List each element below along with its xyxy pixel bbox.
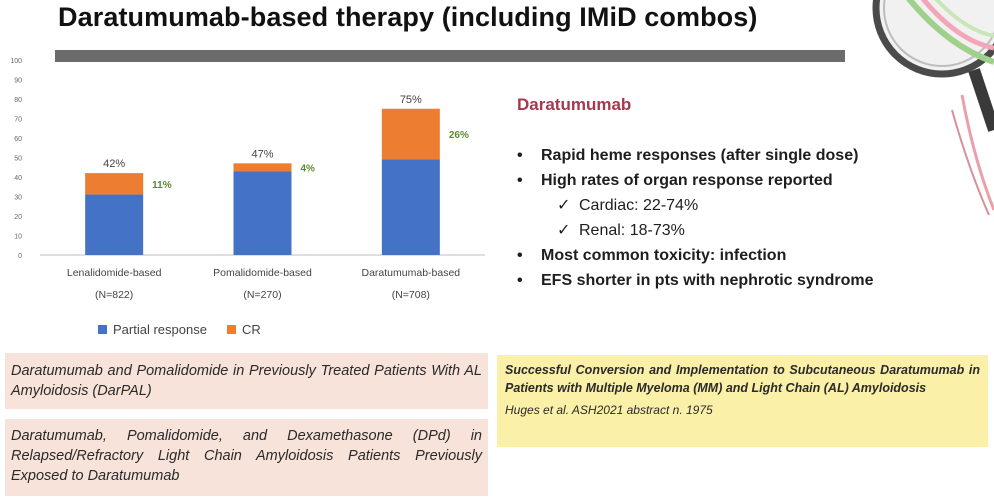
chart-legend: Partial response CR bbox=[98, 322, 261, 337]
bullet-item: • Rapid heme responses (after single dose… bbox=[517, 147, 859, 164]
y-tick-label: 70 bbox=[14, 117, 22, 124]
y-tick-label: 10 bbox=[14, 234, 22, 241]
x-tick-sublabel: (N=708) bbox=[392, 289, 430, 301]
x-tick-label: Daratumumab-based bbox=[362, 267, 461, 279]
y-tick-label: 100 bbox=[10, 58, 22, 65]
bar-partial-response bbox=[233, 171, 292, 255]
total-data-label: 75% bbox=[400, 94, 422, 106]
total-data-label: 42% bbox=[103, 158, 125, 170]
x-tick-sublabel: (N=270) bbox=[243, 289, 281, 301]
slide-title: Daratumumab-based therapy (including IMi… bbox=[58, 2, 758, 32]
y-tick-label: 50 bbox=[14, 156, 22, 163]
x-tick-label: Lenalidomide-based bbox=[67, 267, 162, 279]
reference-box-dpd: Daratumumab, Pomalidomide, and Dexametha… bbox=[5, 419, 488, 496]
bar-cr bbox=[381, 108, 440, 160]
title-underline-bar bbox=[55, 50, 845, 62]
panel-heading: Daratumumab bbox=[517, 95, 632, 114]
y-tick-label: 20 bbox=[14, 214, 22, 221]
bullet-item: • EFS shorter in pts with nephrotic syndr… bbox=[517, 272, 874, 289]
total-data-label: 47% bbox=[251, 148, 273, 160]
y-tick-label: 40 bbox=[14, 175, 22, 182]
reference-text: Successful Conversion and Implementation… bbox=[505, 363, 980, 395]
sub-bullet-item: ✓ Cardiac: 22-74% bbox=[557, 197, 699, 214]
response-bar-chart: 0 10 20 30 40 50 60 70 80 90 100 42% 11% Lenalidomide… bbox=[10, 58, 485, 301]
bar-cr bbox=[85, 173, 144, 195]
sub-bullet-item: ✓ Renal: 18-73% bbox=[557, 222, 685, 239]
legend-label-cr: CR bbox=[241, 322, 261, 337]
bar-partial-response bbox=[85, 194, 144, 255]
check-icon: ✓ bbox=[557, 197, 571, 214]
x-tick-sublabel: (N=822) bbox=[95, 289, 133, 301]
y-tick-label: 90 bbox=[14, 78, 22, 85]
legend-label-partial-response: Partial response bbox=[113, 322, 207, 337]
bullet-item: • Most common toxicity: infection bbox=[517, 247, 787, 264]
y-tick-label: 80 bbox=[14, 97, 22, 104]
x-tick-label: Pomalidomide-based bbox=[213, 267, 312, 279]
bar-partial-response bbox=[381, 159, 440, 255]
cr-data-label: 4% bbox=[301, 163, 316, 174]
magnifying-glass-icon bbox=[872, 0, 994, 215]
legend-swatch-cr bbox=[226, 325, 236, 334]
bar-cr bbox=[233, 163, 292, 172]
y-tick-label: 60 bbox=[14, 136, 22, 143]
cr-data-label: 26% bbox=[449, 130, 469, 141]
reference-box-subcutaneous: Successful Conversion and Implementation… bbox=[497, 355, 988, 447]
legend-swatch-partial-response bbox=[98, 325, 107, 334]
cr-data-label: 11% bbox=[152, 180, 172, 191]
reference-citation: Huges et al. ASH2021 abstract n. 1975 bbox=[505, 403, 713, 417]
bullet-item: • High rates of organ response reported bbox=[517, 172, 833, 189]
y-tick-label: 0 bbox=[18, 253, 22, 260]
reference-box-darpal: Daratumumab and Pomalidomide in Previous… bbox=[5, 353, 488, 409]
check-icon: ✓ bbox=[557, 222, 571, 239]
key-points-list: • Rapid heme responses (after single dose… bbox=[517, 146, 873, 296]
y-tick-label: 30 bbox=[14, 195, 22, 202]
